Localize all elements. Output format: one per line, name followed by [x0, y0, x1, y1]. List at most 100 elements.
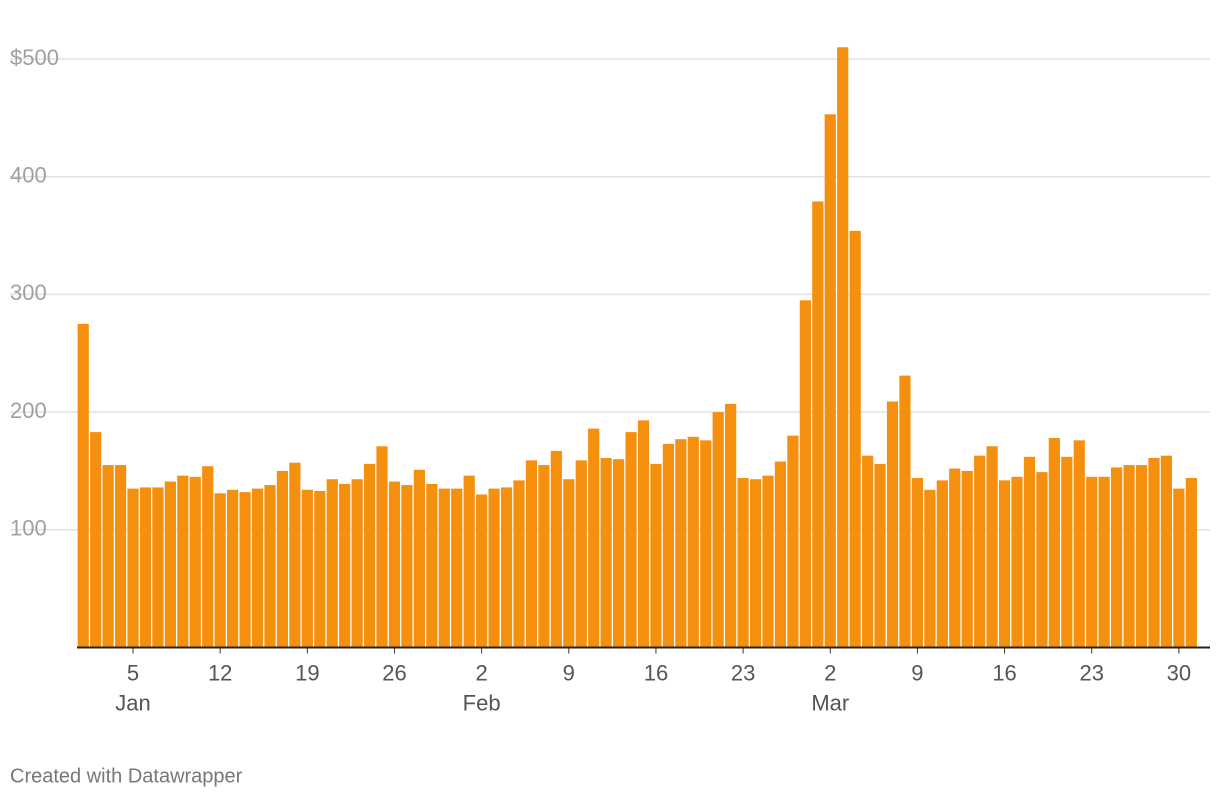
x-tick-label: 9 [563, 660, 575, 685]
bar [588, 428, 600, 648]
month-label: Mar [811, 690, 849, 715]
x-tick-label: 16 [644, 660, 668, 685]
x-tick-label: 2 [476, 660, 488, 685]
bar [563, 479, 575, 648]
bar [849, 230, 861, 648]
bar [799, 300, 811, 648]
bar [1061, 456, 1073, 648]
bar [824, 114, 836, 648]
bar [700, 440, 712, 648]
bar [986, 446, 998, 648]
bar [488, 488, 500, 648]
x-tick-label: 30 [1167, 660, 1191, 685]
bar [687, 436, 699, 648]
bar [1173, 488, 1185, 648]
bar [812, 201, 824, 648]
bar [1048, 437, 1060, 648]
bar [1073, 440, 1085, 648]
bar [90, 432, 102, 648]
bar [1011, 476, 1023, 648]
bar [974, 455, 986, 648]
bar [538, 465, 550, 648]
bar [127, 488, 139, 648]
bar [1086, 476, 1098, 648]
bar [314, 490, 326, 648]
bar [886, 401, 899, 648]
bar [911, 478, 924, 648]
y-tick-label: 100 [10, 516, 47, 541]
bar [388, 481, 401, 648]
bar [376, 446, 388, 648]
bar [351, 479, 363, 648]
bar [637, 420, 650, 648]
bar [961, 470, 973, 648]
bar [413, 469, 425, 648]
bar [476, 494, 488, 648]
bar [787, 435, 799, 648]
bar [463, 475, 475, 648]
bar [189, 476, 201, 648]
bar [575, 460, 587, 648]
bar [862, 455, 874, 648]
y-tick-label: 200 [10, 398, 47, 423]
x-tick-label: 26 [382, 660, 406, 685]
bar [662, 443, 675, 648]
bar [712, 412, 724, 648]
bar [837, 47, 849, 648]
bar [1098, 476, 1110, 648]
bar [152, 487, 164, 648]
bar [164, 481, 176, 648]
bar [924, 489, 936, 648]
bar [401, 485, 413, 648]
bar [998, 480, 1011, 648]
x-tick-label: 23 [731, 660, 755, 685]
x-tick-label: 5 [127, 660, 139, 685]
y-tick-label: 400 [10, 163, 47, 188]
bar [774, 461, 787, 648]
x-tick-label: 19 [295, 660, 319, 685]
bar [276, 470, 289, 648]
bar [451, 488, 463, 648]
bar [625, 432, 637, 648]
bar [289, 462, 301, 648]
x-tick-label: 23 [1079, 660, 1103, 685]
bar [251, 488, 264, 648]
bar [1023, 456, 1036, 648]
bar [301, 489, 313, 648]
bar [513, 480, 525, 648]
bar [600, 458, 612, 648]
y-tick-label: $500 [10, 45, 59, 70]
bar [949, 468, 961, 648]
bar [326, 479, 338, 648]
y-tick-label: 300 [10, 280, 47, 305]
bar [936, 480, 948, 648]
bar [239, 492, 251, 648]
bar [114, 465, 127, 648]
bar [500, 487, 513, 648]
bar [363, 463, 376, 648]
bar [102, 465, 114, 648]
bar [762, 475, 774, 648]
bar [675, 439, 687, 648]
bar [77, 323, 89, 648]
x-tick-label: 9 [911, 660, 923, 685]
bar [264, 485, 276, 648]
x-tick-label: 12 [208, 660, 232, 685]
bar [725, 403, 737, 648]
bar [1185, 478, 1197, 648]
bar [650, 463, 662, 648]
bar [1123, 465, 1135, 648]
bar [737, 478, 749, 648]
bar [899, 375, 911, 648]
bar [525, 460, 538, 648]
month-label: Feb [463, 690, 501, 715]
bar [339, 483, 351, 648]
bar [1111, 467, 1123, 648]
bar [214, 493, 226, 648]
bar [1160, 455, 1173, 648]
bar [1135, 465, 1148, 648]
bar [612, 459, 625, 648]
bar [749, 479, 762, 648]
bar [438, 488, 450, 648]
